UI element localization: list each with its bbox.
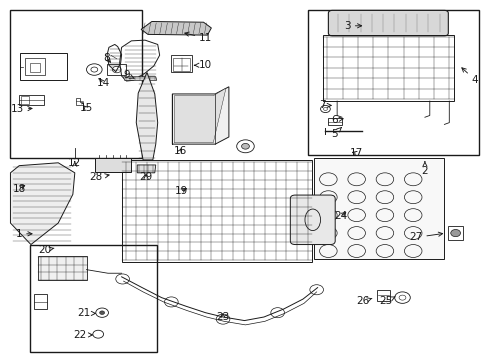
Polygon shape <box>137 165 156 173</box>
Bar <box>30 244 157 352</box>
Text: 13: 13 <box>11 104 32 114</box>
Text: 2: 2 <box>421 162 427 176</box>
Text: 27: 27 <box>408 232 442 242</box>
Circle shape <box>450 229 460 237</box>
Bar <box>313 158 444 259</box>
Bar <box>30 63 40 72</box>
Text: 20: 20 <box>38 245 54 255</box>
Bar <box>38 256 86 280</box>
Text: 7: 7 <box>319 100 330 111</box>
Bar <box>376 290 389 301</box>
Text: 1: 1 <box>16 229 32 239</box>
Text: 9: 9 <box>123 70 134 80</box>
Bar <box>25 58 44 75</box>
Bar <box>20 53 66 80</box>
FancyBboxPatch shape <box>290 195 334 244</box>
Text: 19: 19 <box>174 186 187 196</box>
Text: 18: 18 <box>13 184 26 194</box>
Text: 4: 4 <box>461 68 477 85</box>
Polygon shape <box>10 163 75 244</box>
Bar <box>447 226 462 240</box>
Text: 22: 22 <box>73 330 92 340</box>
Text: 3: 3 <box>344 21 361 31</box>
Text: 21: 21 <box>77 309 95 318</box>
Bar <box>173 58 189 71</box>
FancyBboxPatch shape <box>328 10 447 36</box>
Polygon shape <box>141 22 211 35</box>
Polygon shape <box>172 87 228 144</box>
Text: 23: 23 <box>216 312 229 322</box>
Text: 15: 15 <box>79 103 92 113</box>
Text: 16: 16 <box>173 146 186 156</box>
Polygon shape <box>174 88 225 143</box>
Bar <box>322 35 453 101</box>
Bar <box>107 64 126 75</box>
Text: 14: 14 <box>96 78 109 88</box>
Text: 10: 10 <box>194 60 212 70</box>
Circle shape <box>100 311 104 315</box>
Bar <box>328 118 341 125</box>
Text: 8: 8 <box>103 53 110 63</box>
Bar <box>171 55 191 72</box>
Text: 28: 28 <box>89 172 109 183</box>
Text: 12: 12 <box>68 158 81 168</box>
Text: 5: 5 <box>330 127 341 139</box>
Bar <box>19 95 43 105</box>
Bar <box>95 158 131 172</box>
Polygon shape <box>136 72 158 160</box>
Polygon shape <box>123 77 157 80</box>
Text: 6: 6 <box>330 115 343 125</box>
Circle shape <box>241 143 249 149</box>
Text: 26: 26 <box>355 296 371 306</box>
Bar <box>21 96 29 104</box>
Bar <box>307 10 478 155</box>
Text: 25: 25 <box>379 296 394 306</box>
Text: 17: 17 <box>349 148 363 158</box>
Text: 24: 24 <box>334 211 347 221</box>
Text: 29: 29 <box>139 172 152 183</box>
Bar <box>34 294 46 309</box>
Text: 11: 11 <box>184 32 212 43</box>
Bar <box>10 10 142 158</box>
